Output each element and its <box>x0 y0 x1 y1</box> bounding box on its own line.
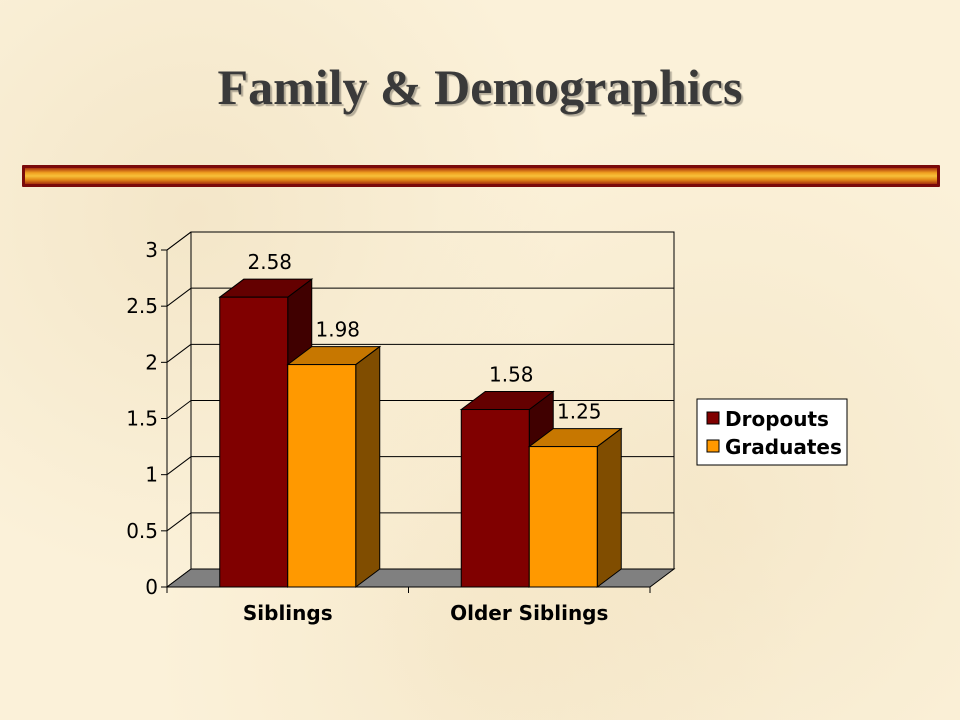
legend-swatch-dropouts <box>706 411 720 425</box>
legend-label-dropouts: Dropouts <box>725 407 829 431</box>
data-label: 2.58 <box>247 250 292 274</box>
bar-front-face <box>219 296 289 588</box>
legend-box <box>696 398 848 466</box>
y-tick-label: 1.5 <box>126 407 158 431</box>
gridline-side <box>166 287 192 307</box>
bar-front-face <box>460 409 530 588</box>
slide-title: Family & Demographics <box>217 59 743 115</box>
title-divider <box>22 165 940 187</box>
y-tick-label: 0 <box>145 575 158 599</box>
x-category-label: Older Siblings <box>450 601 608 625</box>
y-tick-label: 0.5 <box>126 519 158 543</box>
gridline-side <box>166 400 192 419</box>
y-tick-label: 1 <box>145 463 158 487</box>
bar-graduates-older-siblings <box>527 427 623 588</box>
y-tick-label: 2 <box>145 350 158 374</box>
bar-front-face <box>528 446 598 588</box>
legend-label-graduates: Graduates <box>725 435 842 459</box>
gridline-side <box>166 343 192 363</box>
bar-side-face <box>596 427 622 588</box>
gridline-side <box>166 231 192 251</box>
y-tick-label: 3 <box>145 238 158 262</box>
data-label: 1.98 <box>315 318 360 342</box>
y-tick-label: 2.5 <box>126 294 158 318</box>
chart-legend: Dropouts Graduates <box>696 398 848 466</box>
bar-graduates-siblings <box>286 345 382 588</box>
data-label: 1.58 <box>489 363 534 387</box>
data-labels: 2.58 1.98 1.58 1.25 <box>247 250 601 423</box>
gridline-side <box>166 512 192 532</box>
bar-group <box>218 278 623 588</box>
bar-front-face <box>287 364 357 588</box>
data-label: 1.25 <box>557 400 602 424</box>
x-category-label: Siblings <box>243 601 333 625</box>
bar-side-face <box>355 345 381 588</box>
gridline-side <box>166 456 192 476</box>
chart-axes: 0 0.5 1 1.5 2 2.5 3 Siblings Older Siblings <box>126 238 651 625</box>
legend-swatch-graduates <box>706 439 720 453</box>
